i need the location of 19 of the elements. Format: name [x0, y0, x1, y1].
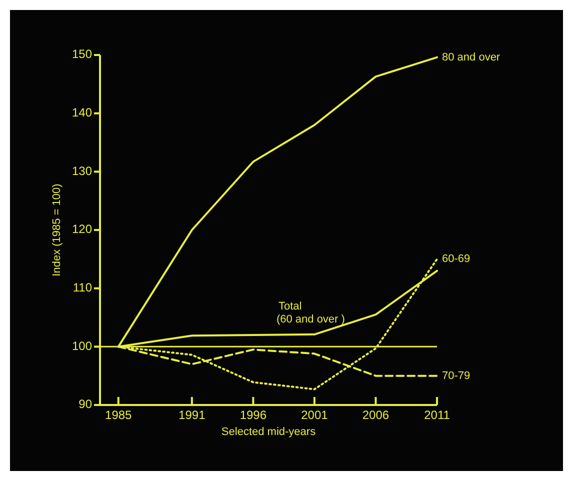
x-axis-title: Selected mid-years	[221, 426, 316, 438]
y-tick-label: 100	[72, 338, 92, 353]
x-tick-label: 1985	[105, 408, 132, 422]
x-tick-label: 2001	[301, 408, 328, 422]
series-label: 70-79	[442, 370, 470, 382]
x-tick-label: 2006	[362, 408, 390, 422]
y-tick-label: 130	[72, 164, 92, 178]
x-tick-label: 2011	[424, 408, 450, 422]
y-tick-label: 110	[72, 280, 92, 295]
y-tick-label: 90	[78, 397, 92, 412]
series-label: Total (60 and over )	[276, 300, 345, 326]
y-tick-label: 150	[72, 47, 92, 62]
x-tick-label: 1991	[178, 408, 206, 422]
series-label: 80 and over	[442, 51, 500, 64]
y-tick-label: 120	[72, 222, 92, 236]
series-label: 60-69	[442, 253, 470, 266]
y-axis-title: Index (1985 = 100)	[51, 184, 63, 276]
y-tick-label: 140	[72, 106, 92, 120]
x-tick-label: 1996	[240, 408, 267, 422]
